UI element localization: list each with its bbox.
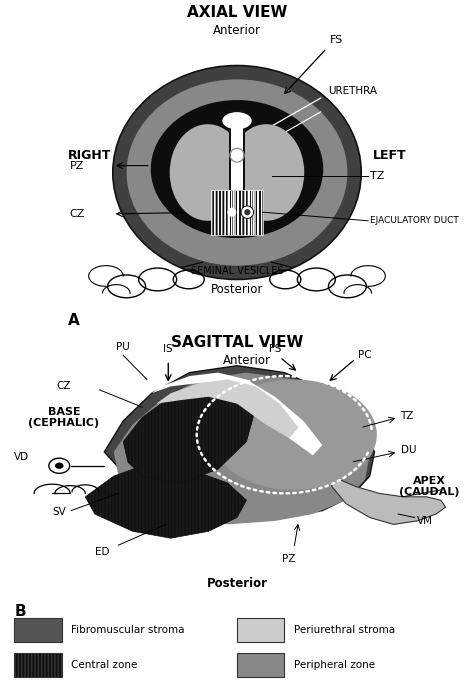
- Circle shape: [244, 209, 250, 215]
- Text: FS: FS: [330, 35, 343, 45]
- Polygon shape: [104, 366, 374, 521]
- Text: PZ: PZ: [70, 161, 84, 170]
- Text: RIGHT: RIGHT: [68, 149, 111, 161]
- Ellipse shape: [211, 380, 377, 490]
- Text: BASE
(CEPHALIC): BASE (CEPHALIC): [28, 406, 100, 428]
- Text: VD: VD: [14, 452, 29, 462]
- Text: Anterior: Anterior: [222, 353, 271, 366]
- Text: AXIAL VIEW: AXIAL VIEW: [187, 5, 287, 20]
- Text: SAGITTAL VIEW: SAGITTAL VIEW: [171, 335, 303, 350]
- Text: Peripheral zone: Peripheral zone: [294, 660, 375, 670]
- Text: ED: ED: [95, 547, 109, 557]
- Polygon shape: [152, 380, 299, 438]
- Bar: [237, 653, 284, 677]
- Ellipse shape: [127, 79, 347, 266]
- Text: PU: PU: [116, 342, 130, 352]
- Circle shape: [228, 208, 237, 217]
- Text: SV: SV: [53, 507, 66, 518]
- Polygon shape: [211, 190, 263, 235]
- Polygon shape: [332, 476, 446, 524]
- Polygon shape: [142, 373, 322, 455]
- Bar: [229, 110, 245, 235]
- Text: LEFT: LEFT: [373, 149, 406, 161]
- Text: Central zone: Central zone: [71, 660, 137, 670]
- Text: Posterior: Posterior: [211, 283, 263, 296]
- Text: Fibromuscular stroma: Fibromuscular stroma: [71, 625, 184, 635]
- Text: FS: FS: [269, 344, 281, 353]
- Text: TZ: TZ: [370, 171, 384, 181]
- Text: PC: PC: [358, 351, 372, 360]
- Text: Posterior: Posterior: [207, 577, 267, 589]
- Circle shape: [241, 206, 254, 218]
- Circle shape: [49, 458, 70, 473]
- Ellipse shape: [113, 66, 361, 279]
- Bar: [14, 653, 62, 677]
- Text: CZ: CZ: [56, 382, 71, 391]
- Text: CZ: CZ: [70, 209, 85, 219]
- Text: DU: DU: [401, 445, 416, 455]
- Ellipse shape: [170, 124, 246, 221]
- Bar: [14, 618, 62, 642]
- Text: SEMINAL VESICLES: SEMINAL VESICLES: [191, 266, 283, 275]
- Text: A: A: [68, 313, 80, 328]
- Text: Periurethral stroma: Periurethral stroma: [294, 625, 395, 635]
- Polygon shape: [123, 380, 256, 483]
- Text: B: B: [14, 604, 26, 618]
- Ellipse shape: [151, 100, 323, 238]
- Bar: [237, 618, 284, 642]
- Ellipse shape: [222, 112, 252, 130]
- Circle shape: [55, 462, 64, 469]
- Text: VM: VM: [417, 516, 433, 526]
- Polygon shape: [85, 462, 246, 538]
- Text: EJACULATORY DUCT: EJACULATORY DUCT: [370, 216, 458, 226]
- Text: URETHRA: URETHRA: [328, 86, 377, 97]
- Text: TZ: TZ: [401, 411, 414, 421]
- Bar: [231, 121, 243, 190]
- Text: APEX
(CAUDAL): APEX (CAUDAL): [399, 475, 460, 497]
- Text: IS: IS: [164, 344, 173, 353]
- Polygon shape: [114, 373, 370, 524]
- Text: Anterior: Anterior: [213, 24, 261, 37]
- Ellipse shape: [228, 124, 304, 221]
- Text: PZ: PZ: [283, 554, 296, 564]
